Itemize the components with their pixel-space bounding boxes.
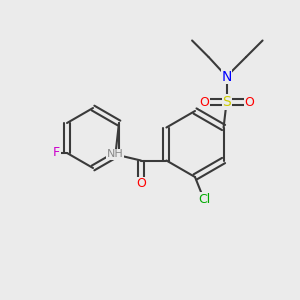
Text: O: O [244, 95, 254, 109]
Text: Cl: Cl [198, 193, 210, 206]
Text: O: O [136, 177, 146, 190]
Text: S: S [222, 95, 231, 109]
Text: O: O [199, 95, 209, 109]
Text: F: F [53, 146, 60, 160]
Text: NH: NH [107, 149, 124, 160]
Text: N: N [221, 70, 232, 83]
